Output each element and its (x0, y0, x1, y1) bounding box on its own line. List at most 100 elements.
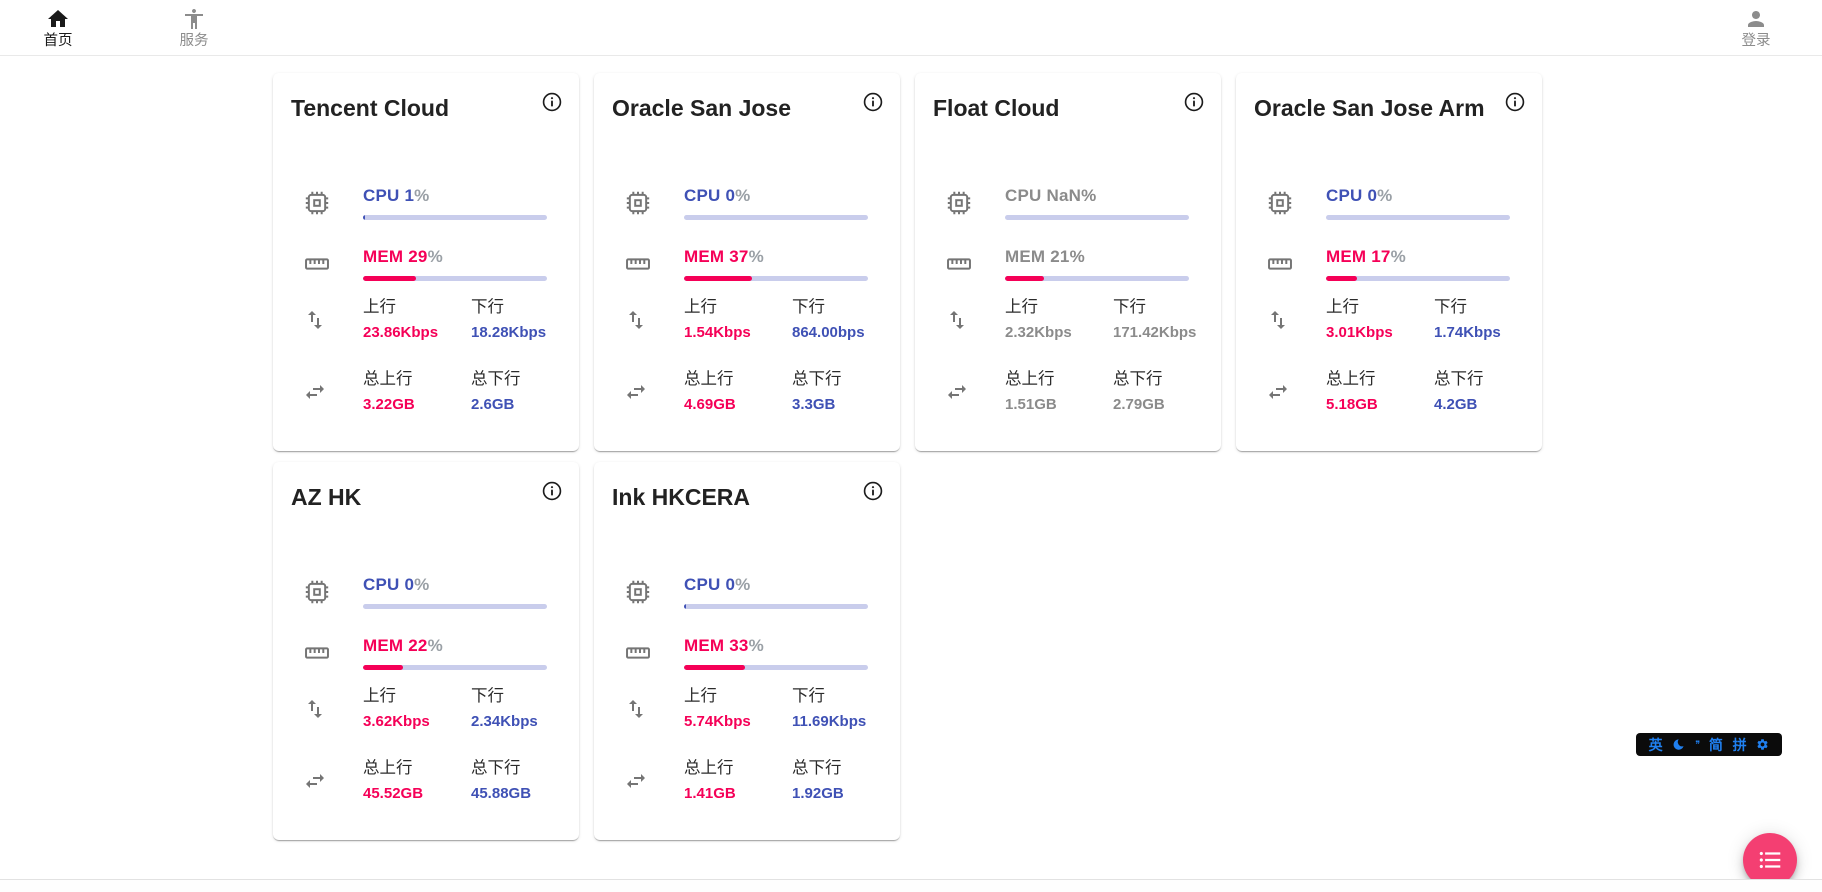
cpu-chip-icon (1266, 189, 1326, 217)
mem-bar-fill (1326, 276, 1358, 281)
mem-percent-sign: % (1069, 247, 1085, 266)
cpu-chip-icon (624, 578, 684, 606)
server-stats: CPU 0% MEM 22% (273, 574, 579, 804)
footer-divider (0, 879, 1822, 892)
cpu-percent-sign: % (414, 186, 430, 205)
cpu-chip-icon (624, 189, 684, 217)
cpu-label: CPU (363, 575, 400, 594)
home-icon (48, 10, 68, 27)
up-value: 3.01Kbps (1326, 324, 1393, 341)
total-up-value: 1.51GB (1005, 396, 1057, 413)
server-grid: Tencent Cloud CPU 1% (273, 73, 1543, 840)
ime-moon-icon[interactable] (1672, 738, 1685, 751)
swap-vert-icon (303, 308, 363, 332)
swap-horiz-icon (303, 769, 363, 793)
server-name: Float Cloud (933, 95, 1060, 121)
mem-label: MEM (363, 636, 404, 655)
down-label: 下行 (1434, 298, 1467, 316)
server-list-fab[interactable] (1743, 833, 1797, 887)
cpu-value: 1 (404, 186, 415, 205)
mem-row: MEM 21% (915, 246, 1221, 281)
info-button[interactable] (1182, 91, 1206, 115)
info-button[interactable] (540, 91, 564, 115)
up-label: 上行 (1005, 298, 1038, 316)
mem-percent-sign: % (748, 636, 764, 655)
total-row: 总上行 1.41GB 总下行 1.92GB (594, 757, 900, 804)
cpu-value: NaN (1046, 186, 1082, 205)
mem-value: 22 (408, 636, 428, 655)
speed-row: 上行 23.86Kbps 下行 18.28Kbps (273, 296, 579, 343)
info-button[interactable] (540, 480, 564, 504)
ime-language-toggle[interactable]: 英 (1648, 736, 1663, 753)
server-card: Tencent Cloud CPU 1% (273, 73, 579, 451)
down-label: 下行 (792, 687, 825, 705)
cpu-bar (363, 604, 547, 609)
mem-label: MEM (684, 247, 725, 266)
ime-simplified-toggle[interactable]: 简 (1708, 736, 1723, 753)
mem-ruler-icon (624, 639, 684, 667)
mem-value: 37 (729, 247, 749, 266)
up-value: 2.32Kbps (1005, 324, 1072, 341)
swap-vert-icon (1266, 308, 1326, 332)
mem-ruler-icon (1266, 250, 1326, 278)
info-button[interactable] (861, 480, 885, 504)
nav-item-login[interactable]: 登录 (1728, 0, 1784, 50)
up-value: 3.62Kbps (363, 713, 430, 730)
server-card: Oracle San Jose Arm CPU 0% (1236, 73, 1542, 451)
total-up-value: 45.52GB (363, 785, 424, 802)
cpu-row: CPU 0% (594, 185, 900, 220)
total-row: 总上行 1.51GB 总下行 2.79GB (915, 368, 1221, 415)
mem-ruler-icon (624, 250, 684, 278)
cpu-bar (684, 215, 868, 220)
up-label: 上行 (684, 687, 717, 705)
nav-item-services[interactable]: 服务 (166, 0, 222, 50)
mem-bar (1005, 276, 1189, 281)
up-value: 23.86Kbps (363, 324, 439, 341)
down-value: 2.34Kbps (471, 713, 538, 730)
down-value: 171.42Kbps (1113, 324, 1197, 341)
info-icon (863, 481, 883, 501)
swap-horiz-icon (945, 380, 1005, 404)
total-down-label: 总下行 (792, 370, 842, 388)
mem-label: MEM (1326, 247, 1367, 266)
total-down-value: 4.2GB (1434, 396, 1478, 413)
swap-vert-icon (303, 697, 363, 721)
down-label: 下行 (792, 298, 825, 316)
total-row: 总上行 5.18GB 总下行 4.2GB (1236, 368, 1542, 415)
ime-pinyin-toggle[interactable]: 拼 (1732, 736, 1747, 753)
server-stats: CPU 0% MEM 33% (594, 574, 900, 804)
info-button[interactable] (1503, 91, 1527, 115)
total-down-value: 2.6GB (471, 396, 515, 413)
mem-row: MEM 29% (273, 246, 579, 281)
info-button[interactable] (861, 91, 885, 115)
cpu-label: CPU (684, 186, 721, 205)
total-row: 总上行 3.22GB 总下行 2.6GB (273, 368, 579, 415)
server-stats: CPU NaN% MEM 21% (915, 185, 1221, 415)
swap-horiz-icon (624, 380, 684, 404)
total-up-value: 1.41GB (684, 785, 736, 802)
total-down-value: 1.92GB (792, 785, 844, 802)
cpu-row: CPU NaN% (915, 185, 1221, 220)
server-stats: CPU 0% MEM 17% (1236, 185, 1542, 415)
cpu-value: 0 (404, 575, 415, 594)
cpu-value: 0 (725, 186, 736, 205)
speed-row: 上行 1.54Kbps 下行 864.00bps (594, 296, 900, 343)
swap-vert-icon (624, 697, 684, 721)
total-down-label: 总下行 (1434, 370, 1484, 388)
up-label: 上行 (1326, 298, 1359, 316)
cpu-bar-fill (684, 604, 686, 609)
nav-item-home[interactable]: 首页 (30, 0, 86, 50)
server-name: Oracle San Jose Arm (1254, 95, 1485, 121)
info-icon (863, 92, 883, 112)
down-value: 864.00bps (792, 324, 865, 341)
server-name: Oracle San Jose (612, 95, 791, 121)
cpu-meter-label: CPU 0% (684, 185, 868, 207)
ime-punctuation-toggle[interactable]: ’’ (1695, 737, 1700, 752)
mem-meter-label: MEM 29% (363, 246, 547, 268)
total-up-value: 5.18GB (1326, 396, 1378, 413)
ime-gear-icon[interactable] (1756, 738, 1769, 751)
cpu-label: CPU (1005, 186, 1042, 205)
total-row: 总上行 45.52GB 总下行 45.88GB (273, 757, 579, 804)
cpu-bar (684, 604, 868, 609)
total-down-value: 45.88GB (471, 785, 532, 802)
